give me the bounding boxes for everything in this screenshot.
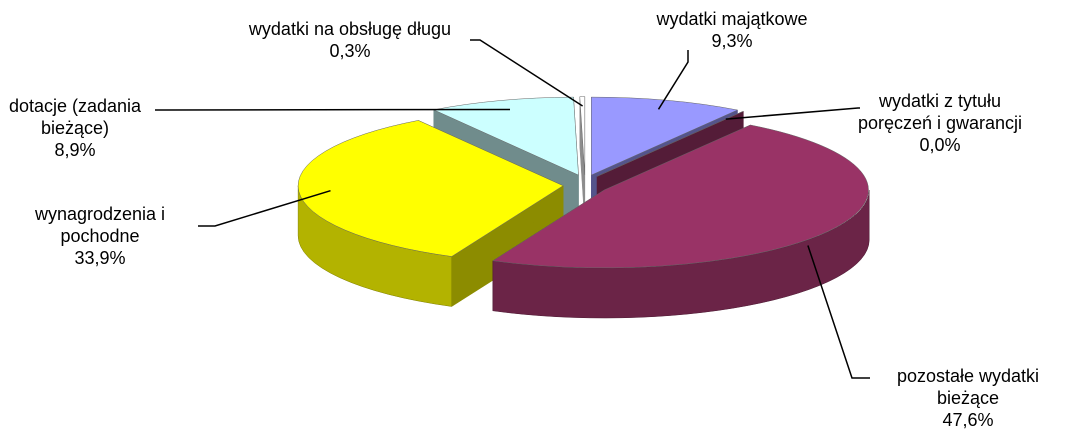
leader-line <box>155 108 511 111</box>
value-label: 0,3% <box>329 41 371 61</box>
category-label: wydatki na obsługę długu <box>248 19 452 39</box>
category-label: dotacje (zadania bieżące) <box>8 96 142 138</box>
leader-line <box>725 107 860 120</box>
slice <box>596 111 744 177</box>
slice-label: wynagrodzenia i pochodne 33,9% <box>0 203 205 269</box>
slice <box>591 96 739 176</box>
leader-line <box>198 189 331 227</box>
slice-label: wydatki majątkowe 9,3% <box>602 8 862 52</box>
value-label: 9,3% <box>711 31 753 51</box>
category-label: wydatki majątkowe <box>656 9 808 29</box>
leader-line <box>470 39 584 107</box>
category-label: wynagrodzenia i pochodne <box>34 204 166 246</box>
slice <box>492 124 869 269</box>
slice <box>432 96 579 176</box>
slice-label: wydatki na obsługę długu 0,3% <box>225 18 475 62</box>
slice <box>579 96 586 175</box>
value-label: 47,6% <box>942 410 994 430</box>
slice-wall <box>492 189 870 319</box>
slice-label: dotacje (zadania bieżące) 8,9% <box>0 95 155 161</box>
leader-line <box>657 50 689 110</box>
category-label: wydatki z tytułu poręczeń i gwarancji <box>857 91 1023 133</box>
value-label: 33,9% <box>74 248 126 268</box>
category-label: pozostałe wydatki bieżące <box>896 366 1040 408</box>
slice-label: wydatki z tytułu poręczeń i gwarancji 0,0… <box>855 90 1025 156</box>
slice <box>297 120 564 257</box>
value-label: 0,0% <box>919 135 961 155</box>
slice-label: pozostałe wydatki bieżące 47,6% <box>868 365 1068 431</box>
value-label: 8,9% <box>54 140 96 160</box>
leader-line <box>807 245 870 379</box>
